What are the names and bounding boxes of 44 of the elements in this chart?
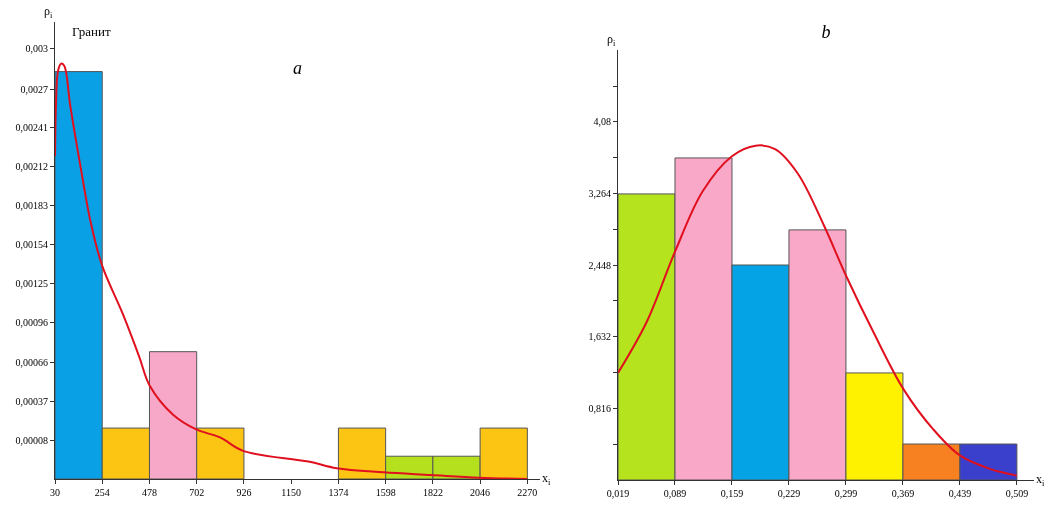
y-tick-label: 0,00154 bbox=[15, 238, 48, 250]
line-series bbox=[55, 62, 529, 479]
x-tick-label: 0,369 bbox=[891, 488, 915, 499]
y-tick-label: 0,00066 bbox=[15, 356, 48, 368]
annotation: Гранит bbox=[72, 24, 111, 39]
x-tick-label: 0,229 bbox=[777, 488, 801, 499]
y-tick-label: 2,448 bbox=[588, 259, 611, 271]
x-tick-label: 926 bbox=[236, 487, 252, 498]
x-tick-label: 0,509 bbox=[1005, 488, 1029, 499]
chart-title: b bbox=[821, 22, 831, 43]
x-tick-label: 1598 bbox=[375, 487, 396, 498]
y-tick-label: 0,00037 bbox=[15, 395, 48, 407]
x-tick-label: 478 bbox=[141, 487, 157, 498]
x-tick-label: 254 bbox=[94, 487, 110, 498]
x-tick-label: 0,439 bbox=[948, 488, 972, 499]
x-tick-label: 2270 bbox=[517, 487, 538, 498]
text: a bbox=[293, 57, 302, 78]
line-series bbox=[618, 144, 1018, 477]
x-axis-title: x$_{i}$ bbox=[542, 471, 551, 487]
x-axis-title: x$_{i}$ bbox=[1036, 472, 1045, 488]
y-tick-label: 4,08 bbox=[593, 116, 611, 128]
y-tick-label: 0,00183 bbox=[15, 200, 48, 212]
x-tick-label: 0,299 bbox=[834, 488, 858, 499]
x-tick-label: 30 bbox=[50, 487, 60, 498]
y-axis-title: ρ$_{i}$ bbox=[607, 32, 616, 48]
y-tick-label: 0,00125 bbox=[15, 277, 48, 289]
x-tick-label: 0,159 bbox=[720, 488, 744, 499]
x-tick-label: 1150 bbox=[281, 487, 301, 498]
x-tick-label: 1822 bbox=[422, 487, 443, 498]
y-tick-label: 0,00096 bbox=[15, 316, 48, 328]
y-tick-label: 0,00008 bbox=[15, 434, 48, 446]
y-tick-label: 3,264 bbox=[588, 188, 611, 200]
x-tick-label: 0,019 bbox=[606, 488, 630, 499]
y-tick-label: 0,816 bbox=[588, 402, 611, 414]
y-tick-label: 0,0027 bbox=[20, 83, 48, 95]
x-tick-label: 1374 bbox=[328, 487, 349, 498]
y-tick-label: 0,003 bbox=[25, 43, 48, 55]
y-tick-label: 0,00241 bbox=[15, 122, 48, 134]
x-tick-label: 2046 bbox=[470, 487, 491, 498]
x-tick-label: 0,089 bbox=[663, 488, 687, 499]
y-axis-title: ρ$_{i}$ bbox=[44, 4, 53, 20]
y-tick-label: 0,00212 bbox=[15, 161, 48, 173]
y-tick-label: 1,632 bbox=[588, 331, 611, 343]
x-tick-label: 702 bbox=[189, 487, 205, 498]
